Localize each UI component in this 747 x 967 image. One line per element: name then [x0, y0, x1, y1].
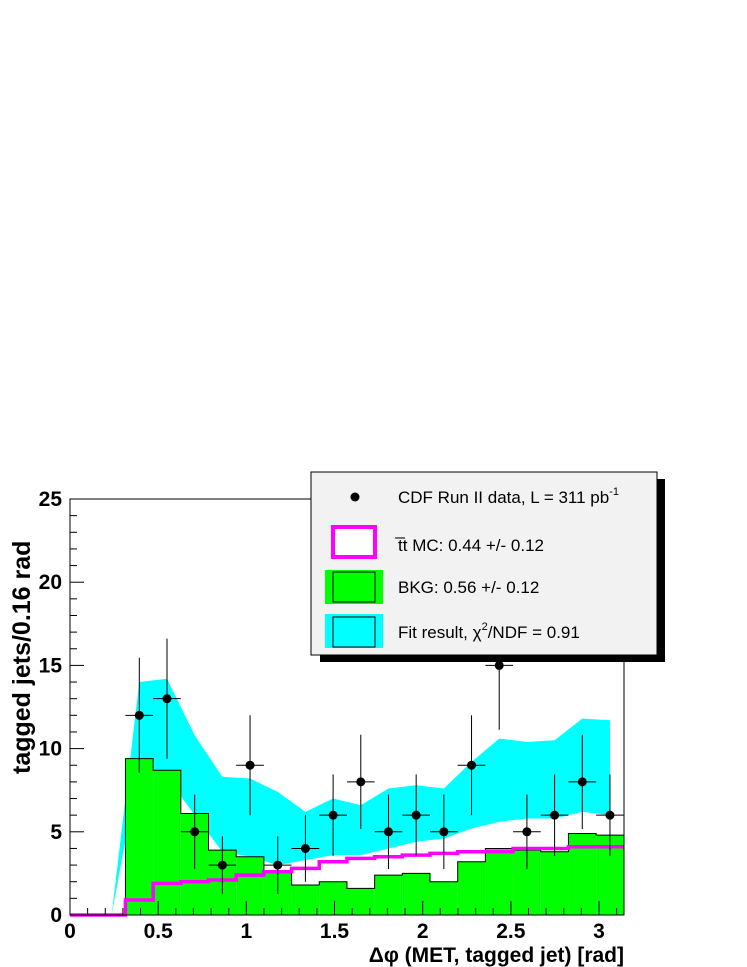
data-point	[596, 774, 624, 856]
data-marker	[273, 860, 283, 870]
bkg-bar	[236, 856, 264, 915]
bkg-bar	[125, 758, 154, 915]
data-marker	[190, 827, 200, 837]
bkg-bar	[402, 873, 431, 915]
bkg-bar	[430, 881, 458, 915]
data-point	[374, 794, 403, 870]
x-tick-label: 2	[417, 920, 429, 943]
bkg-bar	[540, 851, 569, 915]
y-tick-label: 25	[39, 488, 63, 511]
x-tick-label: 0.5	[144, 920, 174, 943]
data-marker	[245, 760, 255, 770]
y-axis-title: tagged jets/0.16 rad	[8, 541, 36, 774]
data-point	[291, 815, 320, 882]
data-marker	[577, 777, 587, 787]
legend-bkg-swatch-fill	[325, 570, 383, 604]
data-point	[125, 657, 154, 773]
data-point	[402, 774, 431, 856]
data-point	[180, 794, 209, 870]
data-marker	[439, 827, 449, 837]
data-marker	[328, 810, 338, 820]
data-points	[125, 601, 624, 894]
x-tick-label: 1.5	[320, 920, 350, 943]
data-marker	[162, 694, 172, 704]
legend: CDF Run II data, L = 311 pb-1 t̅t MC: 0.…	[310, 471, 665, 662]
bkg-bar	[319, 881, 347, 915]
legend-data-marker	[350, 492, 360, 502]
legend-fit-swatch-outline	[332, 616, 376, 648]
ttbar-mc-histogram	[70, 845, 624, 917]
data-marker	[467, 760, 477, 770]
data-point	[208, 836, 237, 894]
data-marker	[134, 710, 144, 720]
y-axis-ticks: 0 5 10 15 20 25	[39, 488, 84, 927]
data-point	[319, 774, 347, 856]
bkg-bar	[374, 875, 403, 915]
bkg-bar	[346, 888, 375, 915]
legend-mc-swatch	[331, 525, 377, 559]
data-point	[457, 715, 486, 816]
bkg-bar	[457, 861, 486, 915]
legend-entry-ttbar-mc: t̅t MC: 0.44 +/- 0.12	[395, 536, 544, 555]
data-marker	[522, 827, 532, 837]
data-marker	[356, 777, 366, 787]
ttbar-mc-step-line	[70, 845, 624, 917]
data-point	[540, 774, 569, 856]
data-point	[153, 638, 181, 759]
data-point	[430, 794, 458, 870]
data-marker	[300, 843, 310, 853]
data-point	[263, 836, 292, 894]
legend-fit-swatch-fill	[325, 614, 383, 648]
data-marker	[411, 810, 421, 820]
data-point	[346, 734, 375, 829]
fit-result-band	[83, 678, 610, 915]
x-tick-label: 1	[240, 920, 252, 943]
data-point	[236, 715, 264, 816]
bkg-bar	[485, 848, 514, 915]
bkg-bar	[291, 885, 320, 915]
data-point	[513, 794, 541, 870]
data-marker	[383, 827, 393, 837]
data-marker	[605, 810, 615, 820]
data-marker	[550, 810, 560, 820]
fit-band-area	[83, 678, 610, 915]
x-axis-ticks: 0 0.5 1 1.5 2 2.5 3	[64, 901, 618, 943]
y-tick-label: 0	[50, 904, 62, 927]
legend-bkg-swatch-outline	[332, 571, 376, 603]
x-axis-title: Δφ (MET, tagged jet) [rad]	[369, 944, 624, 967]
legend-entry-data: CDF Run II data, L = 311 pb-1	[398, 486, 619, 507]
data-point	[568, 734, 597, 829]
y-tick-label: 15	[39, 654, 63, 677]
y-tick-label: 20	[39, 571, 62, 594]
y-tick-label: 5	[50, 821, 62, 844]
bkg-bar	[153, 770, 181, 915]
legend-entry-bkg: BKG: 0.56 +/- 0.12	[398, 578, 539, 597]
x-tick-label: 0	[64, 920, 76, 943]
x-tick-label: 2.5	[496, 920, 526, 943]
data-marker	[217, 860, 227, 870]
legend-entry-fit: Fit result, χ2/NDF = 0.91	[398, 621, 580, 642]
y-tick-label: 10	[39, 738, 62, 761]
x-tick-label: 3	[593, 920, 605, 943]
data-marker	[494, 660, 504, 670]
